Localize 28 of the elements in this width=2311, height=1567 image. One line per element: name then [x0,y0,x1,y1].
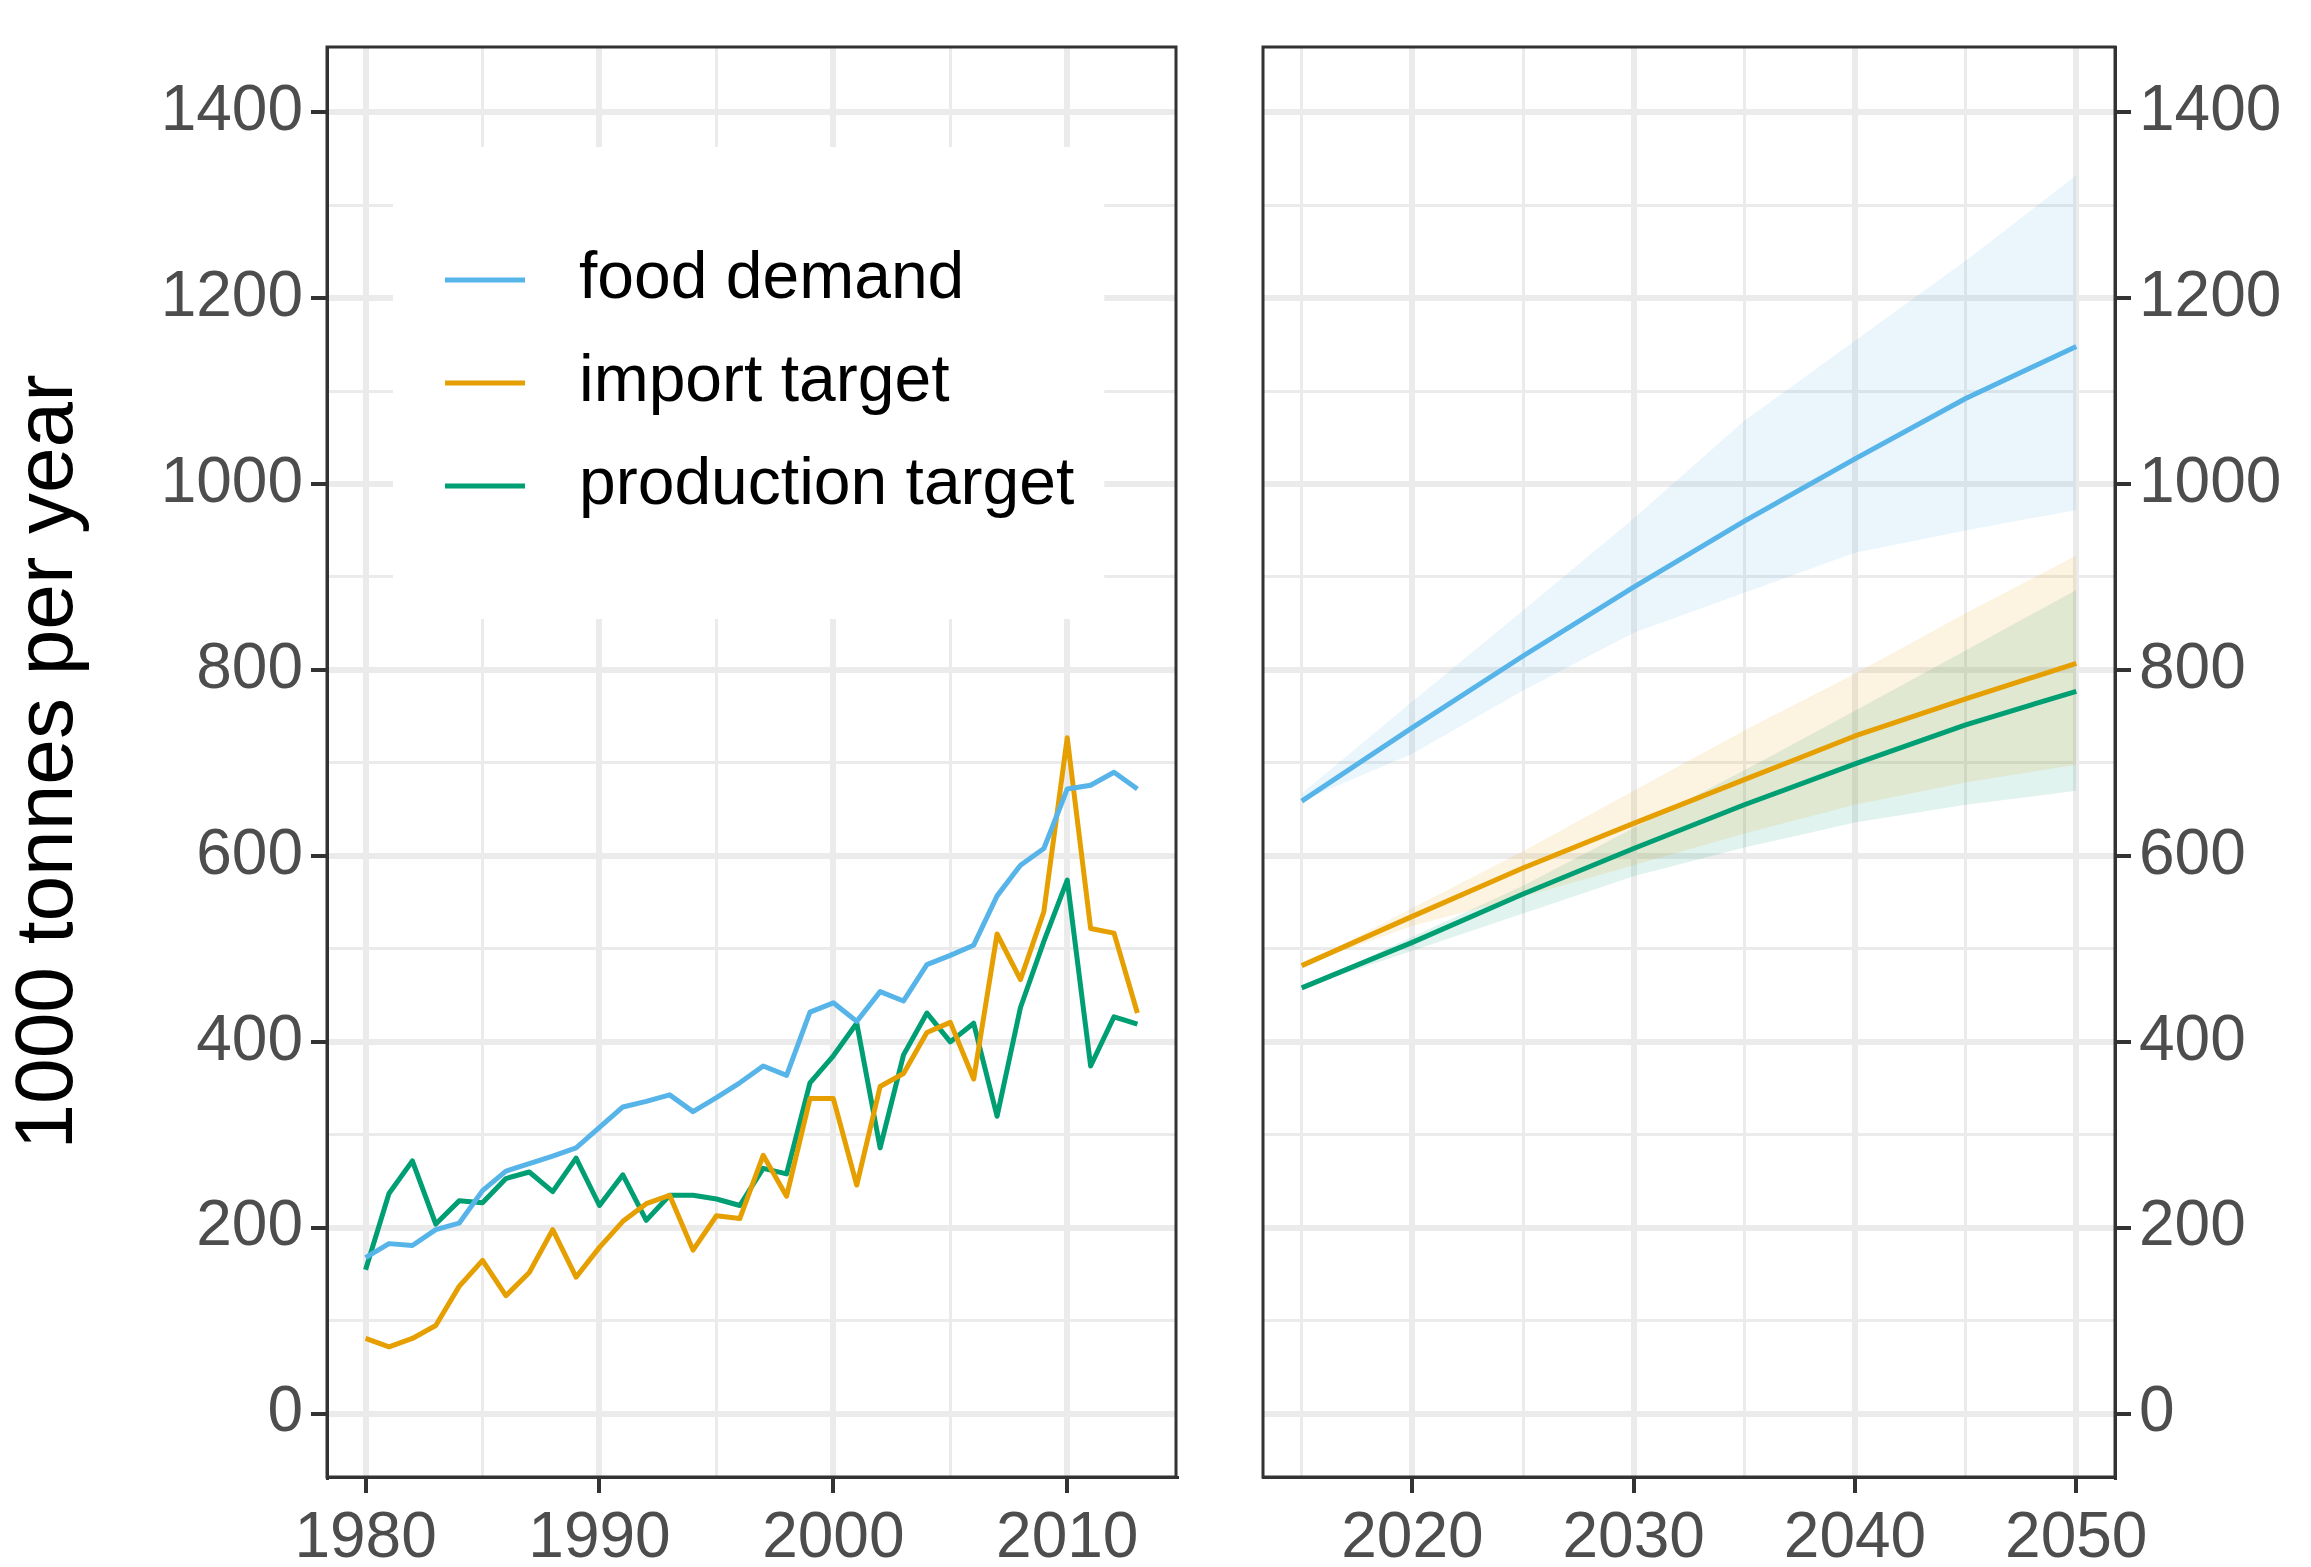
y2-tick-label: 400 [2139,1001,2246,1074]
y-axis-title: 1000 tonnes per year [0,374,89,1150]
y2-tick-label: 1400 [2139,71,2282,144]
x-tick-label: 2040 [1783,1499,1927,1567]
x-tick-label: 2000 [762,1499,905,1567]
y-tick-label: 1000 [160,443,303,516]
y-tick-label: 800 [196,629,303,702]
y2-tick-label: 1000 [2139,443,2282,516]
y-tick-label: 1400 [160,71,303,144]
y-tick-label: 1200 [160,257,303,330]
x-tick-label: 1980 [294,1499,437,1567]
legend-label: production target [579,444,1075,519]
x-tick-label: 2010 [996,1499,1139,1567]
legend-label: import target [579,341,950,416]
x-tick-label: 1990 [528,1499,671,1567]
x-tick-label: 2030 [1562,1499,1705,1567]
y2-tick-label: 1200 [2139,257,2282,330]
x-tick-label: 2020 [1341,1499,1484,1567]
y2-tick-label: 200 [2139,1187,2246,1260]
legend-label: food demand [579,238,965,313]
y-tick-label: 0 [267,1373,303,1446]
y-tick-label: 200 [196,1187,303,1260]
y-tick-label: 600 [196,815,303,888]
y2-tick-label: 800 [2139,629,2246,702]
y2-tick-label: 0 [2139,1373,2175,1446]
x-tick-label: 2050 [2005,1499,2148,1567]
y2-tick-label: 600 [2139,815,2246,888]
y-tick-label: 400 [196,1001,303,1074]
